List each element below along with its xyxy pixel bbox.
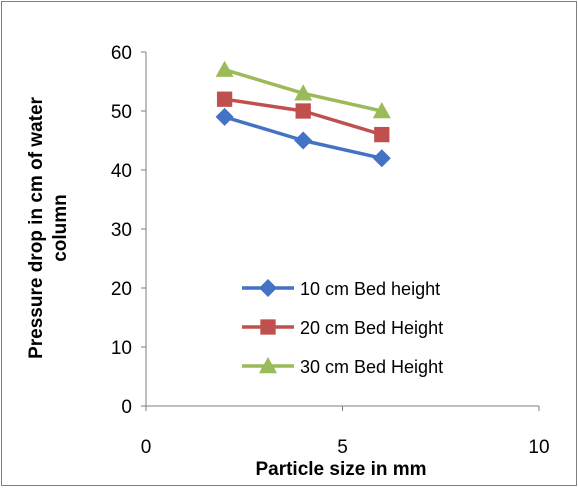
legend-label: 20 cm Bed Height: [300, 318, 443, 338]
data-point-square: [374, 126, 390, 143]
y-axis-title-line-2: column: [50, 194, 71, 262]
data-point-triangle: [215, 60, 234, 77]
data-point-square: [216, 91, 233, 107]
y-tick-label: 10: [111, 338, 132, 359]
legend-marker-triangle: [259, 357, 277, 374]
y-tick-label: 60: [111, 43, 132, 64]
data-point-triangle: [372, 102, 391, 119]
data-point-square: [295, 103, 311, 119]
series-3: [215, 60, 391, 119]
x-axis-title: Particle size in mm: [255, 459, 426, 480]
legend-item: 20 cm Bed Height: [242, 318, 443, 338]
legend-item: 30 cm Bed Height: [242, 357, 443, 377]
data-point-diamond: [215, 107, 234, 126]
x-tick-label: 5: [337, 437, 348, 458]
y-tick-label: 30: [111, 220, 132, 241]
legend: 10 cm Bed height 20 cm Bed Height 30 cm Be…: [242, 279, 443, 377]
series-group: [215, 60, 391, 168]
series-1: [215, 107, 391, 168]
y-axis-title-line-1: Pressure drop in cm of water: [26, 96, 47, 358]
y-tick-label: 50: [111, 102, 132, 123]
x-tick-label: 0: [141, 437, 152, 458]
y-tick-label: 20: [111, 279, 132, 300]
legend-marker-square: [260, 319, 276, 335]
x-axis-ticks: 0 5 10: [141, 406, 550, 458]
data-point-diamond: [372, 149, 391, 168]
x-tick-label: 10: [528, 437, 549, 458]
data-point-triangle: [294, 84, 313, 101]
legend-label: 10 cm Bed height: [300, 279, 440, 299]
legend-label: 30 cm Bed Height: [300, 357, 443, 377]
data-point-diamond: [294, 131, 313, 150]
y-tick-label: 0: [121, 397, 132, 418]
legend-item: 10 cm Bed height: [242, 279, 440, 299]
y-tick-label: 40: [111, 161, 132, 182]
y-axis-title: Pressure drop in cm of water column: [26, 96, 71, 358]
series-2: [216, 91, 390, 143]
legend-marker-diamond: [259, 279, 277, 297]
y-axis-ticks: 0 10 20 30 40 50 60: [111, 43, 146, 418]
axes: 0 10 20 30 40 50 60 0 5 10: [111, 43, 550, 458]
